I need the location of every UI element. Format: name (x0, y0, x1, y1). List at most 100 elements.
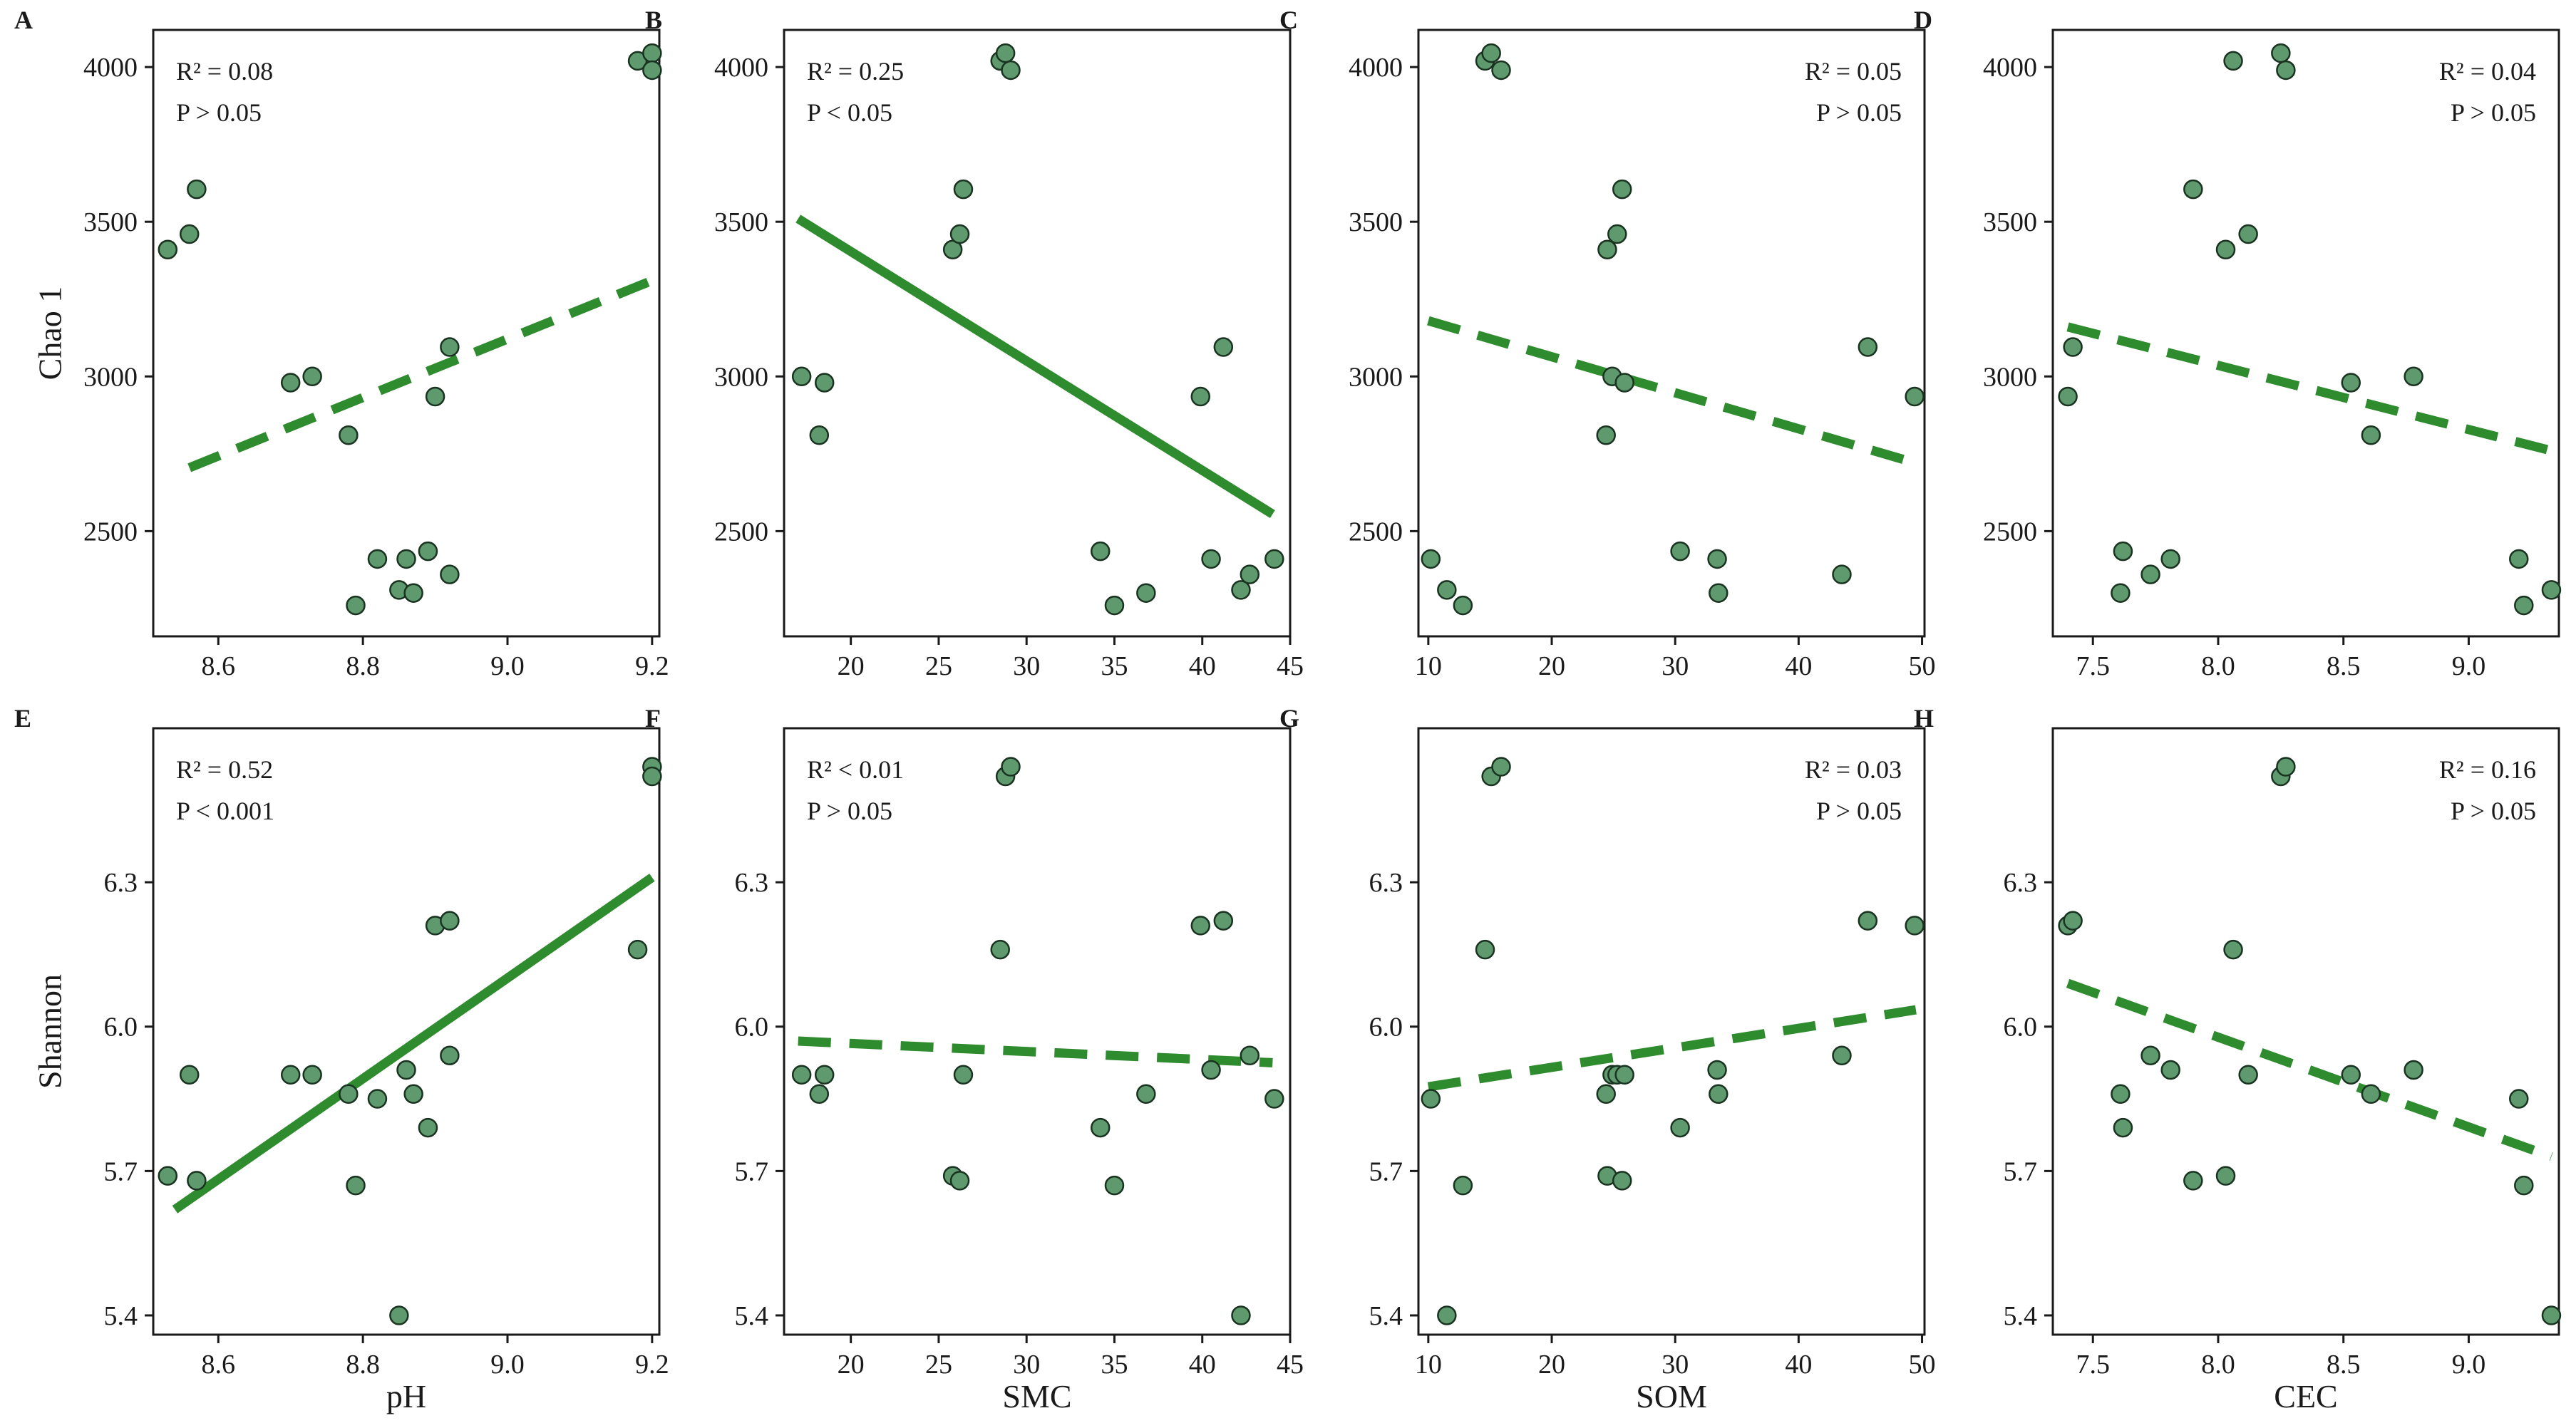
data-point (1596, 1084, 1616, 1104)
y-tick-label: 2500 (714, 517, 768, 547)
data-point (1612, 1171, 1632, 1191)
data-point (2509, 1089, 2529, 1109)
data-point (1707, 1060, 1727, 1080)
x-tick-label: 45 (1277, 651, 1304, 681)
data-point (1709, 583, 1729, 603)
data-point (440, 337, 460, 357)
data-point (396, 549, 416, 569)
data-point (1201, 549, 1221, 569)
data-point (1491, 757, 1511, 777)
data-point (2215, 239, 2236, 260)
y-tick-label: 4000 (1349, 53, 1403, 83)
stat-r2: R² = 0.03 (1805, 755, 1902, 784)
data-point (1231, 1305, 1251, 1325)
y-tick-label: 6.3 (104, 868, 138, 898)
data-point (1614, 1065, 1634, 1085)
data-point (953, 1065, 974, 1085)
data-point (1091, 1117, 1111, 1138)
y-tick-label: 2500 (83, 517, 138, 547)
data-point (1136, 583, 1156, 603)
data-point (1453, 1175, 1473, 1196)
data-point (791, 1065, 812, 1085)
data-point (2404, 366, 2423, 387)
y-tick-label: 6.3 (2004, 868, 2038, 898)
y-tick-label: 5.4 (104, 1301, 138, 1331)
data-point (2140, 1045, 2160, 1066)
y-tick-label: 6.3 (1369, 868, 1403, 898)
data-point (642, 60, 662, 81)
y-axis-title: Shannon (32, 974, 68, 1089)
data-point (1264, 1089, 1284, 1109)
y-tick-label: 5.7 (735, 1157, 769, 1186)
x-axis-title: pH (386, 1378, 426, 1414)
data-point (2063, 337, 2083, 357)
data-point (642, 43, 662, 63)
data-point (1104, 1175, 1125, 1196)
panel-letter: A (14, 6, 33, 34)
data-point (2404, 1060, 2423, 1080)
data-point (1707, 549, 1727, 569)
data-point (1597, 239, 1617, 260)
regression-line (2066, 978, 2553, 1161)
data-point (1858, 911, 1878, 931)
x-tick-label: 35 (1101, 1350, 1128, 1380)
data-point (440, 911, 460, 931)
data-point (1670, 541, 1690, 562)
x-tick-label: 30 (1661, 651, 1689, 681)
data-point (2541, 1305, 2562, 1325)
data-point (187, 179, 207, 200)
x-tick-label: 8.6 (202, 1350, 236, 1380)
regression-line (795, 214, 1275, 519)
x-tick-label: 8.0 (2201, 1350, 2235, 1380)
data-point (346, 595, 366, 616)
y-tick-label: 5.4 (735, 1301, 769, 1331)
x-tick-label: 40 (1189, 1350, 1216, 1380)
data-point (2058, 386, 2078, 407)
x-tick-label: 20 (1538, 1350, 1565, 1380)
y-tick-label: 6.0 (104, 1013, 138, 1042)
panel-letter: F (645, 704, 661, 733)
x-tick-label: 8.5 (2327, 1350, 2361, 1380)
data-point (1858, 337, 1878, 357)
data-point (1709, 1084, 1729, 1104)
x-tick-label: 40 (1189, 651, 1216, 681)
data-point (403, 583, 423, 603)
data-point (346, 1175, 366, 1196)
x-tick-label: 30 (1013, 1350, 1040, 1380)
data-point (791, 366, 812, 387)
data-point (1612, 179, 1632, 200)
x-tick-label: 20 (838, 651, 865, 681)
x-tick-label: 9.0 (2452, 651, 2486, 681)
stat-p: P > 0.05 (2451, 98, 2536, 127)
panel-frame (783, 727, 1292, 1336)
data-point (339, 425, 359, 445)
data-point (280, 373, 301, 393)
data-point (2514, 1175, 2534, 1196)
data-point (1240, 564, 1260, 584)
y-tick-label: 5.7 (104, 1157, 138, 1186)
data-point (1104, 595, 1125, 616)
data-point (1213, 911, 1234, 931)
x-tick-label: 30 (1013, 651, 1040, 681)
regression-line (1427, 1005, 1917, 1092)
y-tick-label: 6.0 (1369, 1013, 1403, 1042)
data-point (2509, 549, 2529, 569)
x-axis-title: CEC (2274, 1378, 2337, 1414)
x-tick-label: 7.5 (2076, 651, 2110, 681)
x-tick-label: 10 (1415, 651, 1442, 681)
data-point (953, 179, 974, 200)
y-tick-label: 3000 (714, 362, 768, 392)
data-point (2276, 60, 2296, 81)
data-point (1001, 757, 1021, 777)
stat-r2: R² = 0.16 (2439, 755, 2536, 784)
y-tick-label: 3500 (83, 207, 138, 237)
panel-frame (1417, 29, 1926, 638)
data-point (339, 1084, 359, 1104)
y-tick-label: 3500 (1349, 207, 1403, 237)
data-point (1614, 373, 1634, 393)
stat-r2: R² = 0.04 (2439, 57, 2536, 86)
data-point (302, 366, 322, 387)
data-point (418, 1117, 438, 1138)
x-tick-label: 8.0 (2201, 651, 2235, 681)
stat-r2: R² = 0.08 (176, 57, 273, 86)
